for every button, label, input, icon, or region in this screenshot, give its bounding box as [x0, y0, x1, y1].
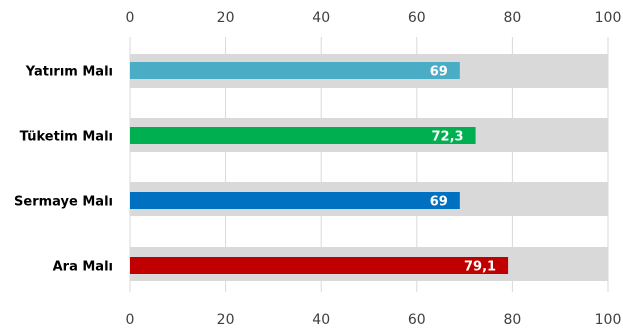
x-tick-label-bottom: 60	[408, 312, 426, 328]
bar	[130, 192, 460, 209]
data-labels: 69 72,3 69 79,1	[430, 65, 496, 275]
background-bars	[130, 54, 608, 281]
top-axis-ticks: 0 20 40 60 80 100	[126, 10, 622, 26]
bar	[130, 127, 476, 144]
category-label: Tüketim Malı	[20, 130, 113, 145]
category-label: Ara Malı	[53, 260, 113, 275]
bar	[130, 257, 509, 274]
x-tick-label-bottom: 80	[503, 312, 521, 328]
x-tick-label-bottom: 100	[595, 312, 622, 328]
x-tick-label-top: 80	[503, 10, 521, 26]
x-tick-label-top: 40	[312, 10, 330, 26]
data-label: 69	[430, 195, 448, 210]
x-tick-label-top: 60	[408, 10, 426, 26]
bottom-axis-ticks: 0 20 40 60 80 100	[126, 312, 622, 328]
data-label: 72,3	[432, 130, 464, 145]
x-tick-label-bottom: 20	[217, 312, 235, 328]
category-label: Sermaye Malı	[14, 195, 113, 210]
category-label: Yatırım Malı	[25, 65, 113, 80]
value-bars	[130, 62, 509, 274]
data-label: 79,1	[464, 260, 496, 275]
x-tick-label-bottom: 0	[126, 312, 135, 328]
x-tick-label-top: 100	[595, 10, 622, 26]
data-label: 69	[430, 65, 448, 80]
x-tick-label-bottom: 40	[312, 312, 330, 328]
bar	[130, 62, 460, 79]
category-labels: Yatırım Malı Tüketim Malı Sermaye Malı Ara …	[14, 65, 113, 275]
x-tick-label-top: 0	[126, 10, 135, 26]
x-tick-label-top: 20	[217, 10, 235, 26]
